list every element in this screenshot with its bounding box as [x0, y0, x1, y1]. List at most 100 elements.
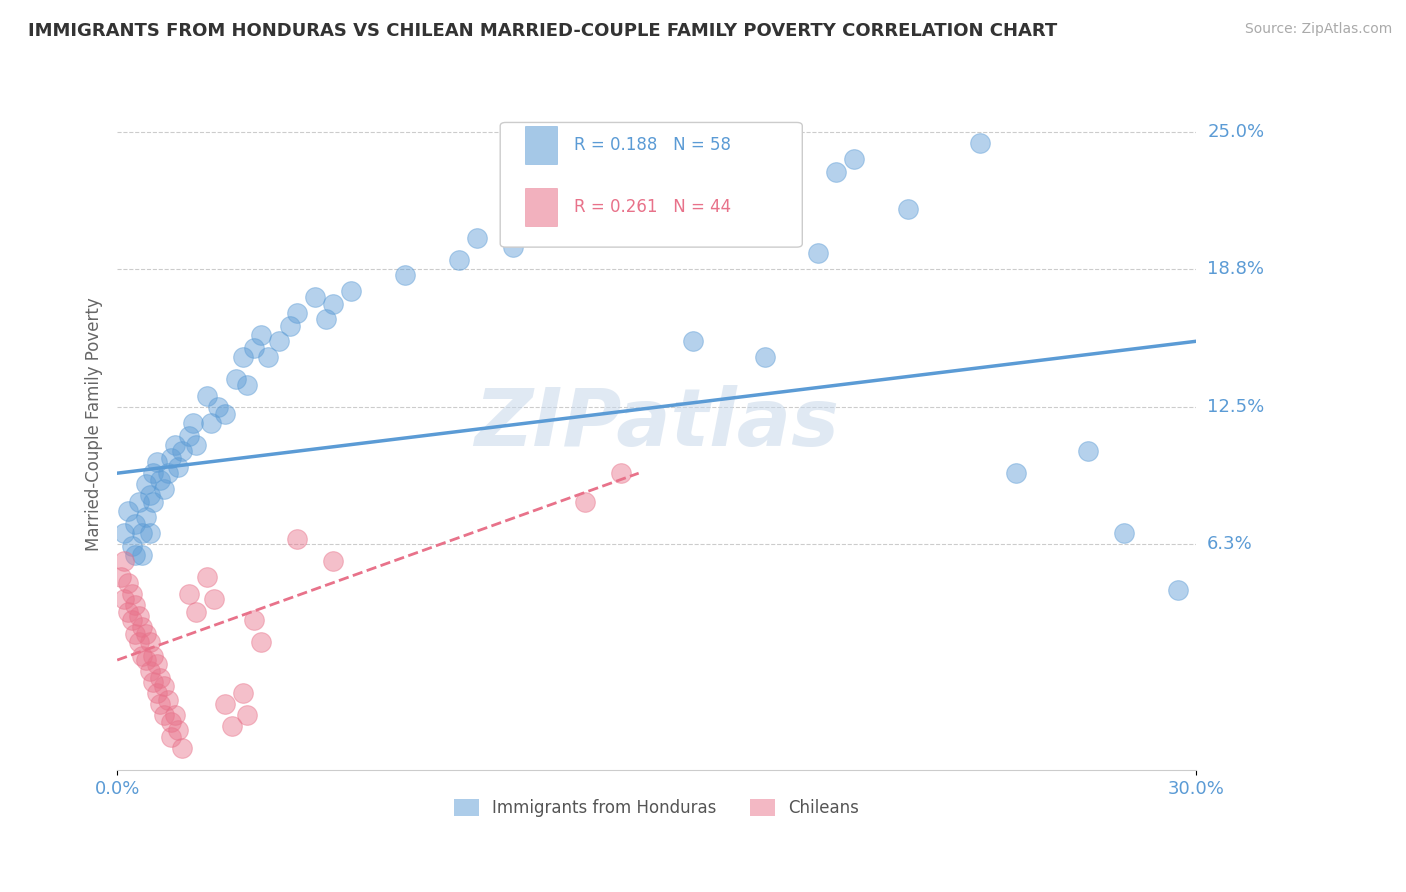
Point — [235, 708, 257, 723]
Point — [124, 548, 146, 562]
Text: 6.3%: 6.3% — [1208, 534, 1253, 552]
Point — [156, 466, 179, 480]
Point — [138, 525, 160, 540]
Point — [142, 466, 165, 480]
Point — [167, 459, 190, 474]
Point — [131, 525, 153, 540]
Point — [153, 680, 176, 694]
Point — [243, 614, 266, 628]
Point — [897, 202, 920, 217]
Point — [682, 334, 704, 349]
Point — [340, 284, 363, 298]
Point — [257, 350, 280, 364]
Point — [145, 686, 167, 700]
Point — [235, 378, 257, 392]
Point — [135, 626, 157, 640]
Point — [1167, 582, 1189, 597]
Point — [145, 657, 167, 672]
Point — [170, 444, 193, 458]
Point — [969, 136, 991, 151]
Point — [278, 318, 301, 333]
Point — [156, 692, 179, 706]
Point — [267, 334, 290, 349]
Text: 12.5%: 12.5% — [1208, 398, 1264, 417]
Point — [574, 209, 596, 223]
Point — [131, 548, 153, 562]
Point — [243, 341, 266, 355]
Point — [135, 477, 157, 491]
Point — [170, 741, 193, 756]
Point — [609, 466, 631, 480]
Point — [138, 635, 160, 649]
Point — [128, 495, 150, 509]
Point — [322, 554, 344, 568]
Point — [186, 437, 208, 451]
Point — [200, 416, 222, 430]
Point — [160, 450, 183, 465]
Point — [117, 576, 139, 591]
Point — [285, 532, 308, 546]
Point — [149, 671, 172, 685]
Point — [160, 714, 183, 729]
FancyBboxPatch shape — [501, 122, 803, 247]
Point — [186, 605, 208, 619]
Point — [1077, 444, 1099, 458]
Point — [163, 437, 186, 451]
Point — [153, 708, 176, 723]
Point — [131, 620, 153, 634]
Point — [160, 730, 183, 744]
Point — [145, 455, 167, 469]
Point — [221, 719, 243, 733]
Point — [250, 635, 273, 649]
FancyBboxPatch shape — [524, 126, 557, 164]
Point — [112, 591, 135, 606]
Point — [207, 401, 229, 415]
Point — [135, 653, 157, 667]
Point — [138, 664, 160, 678]
Point — [825, 165, 848, 179]
Text: 18.8%: 18.8% — [1208, 260, 1264, 277]
Point — [844, 152, 866, 166]
Text: ZIPatlas: ZIPatlas — [474, 384, 839, 463]
Point — [394, 268, 416, 283]
Point — [1005, 466, 1028, 480]
Point — [121, 539, 143, 553]
Point — [315, 312, 337, 326]
Point — [179, 587, 201, 601]
Point — [149, 473, 172, 487]
Point — [754, 350, 776, 364]
Point — [112, 554, 135, 568]
Point — [142, 495, 165, 509]
Point — [110, 569, 132, 583]
Point — [167, 723, 190, 738]
Point — [447, 252, 470, 267]
Point — [117, 503, 139, 517]
Point — [128, 635, 150, 649]
Point — [131, 648, 153, 663]
Point — [250, 327, 273, 342]
Point — [142, 648, 165, 663]
Text: R = 0.188   N = 58: R = 0.188 N = 58 — [574, 136, 731, 154]
Point — [135, 510, 157, 524]
Point — [574, 495, 596, 509]
Point — [304, 290, 326, 304]
Point — [149, 697, 172, 711]
Point — [128, 609, 150, 624]
Point — [214, 407, 236, 421]
Point — [537, 224, 560, 238]
Point — [124, 626, 146, 640]
Point — [225, 371, 247, 385]
Point — [232, 686, 254, 700]
Point — [202, 591, 225, 606]
Point — [214, 697, 236, 711]
Point — [179, 429, 201, 443]
Point — [807, 246, 830, 260]
Point — [153, 482, 176, 496]
Point — [195, 389, 218, 403]
Point — [195, 569, 218, 583]
Point — [1114, 525, 1136, 540]
Point — [117, 605, 139, 619]
Point — [121, 587, 143, 601]
Point — [465, 231, 488, 245]
Point — [138, 488, 160, 502]
